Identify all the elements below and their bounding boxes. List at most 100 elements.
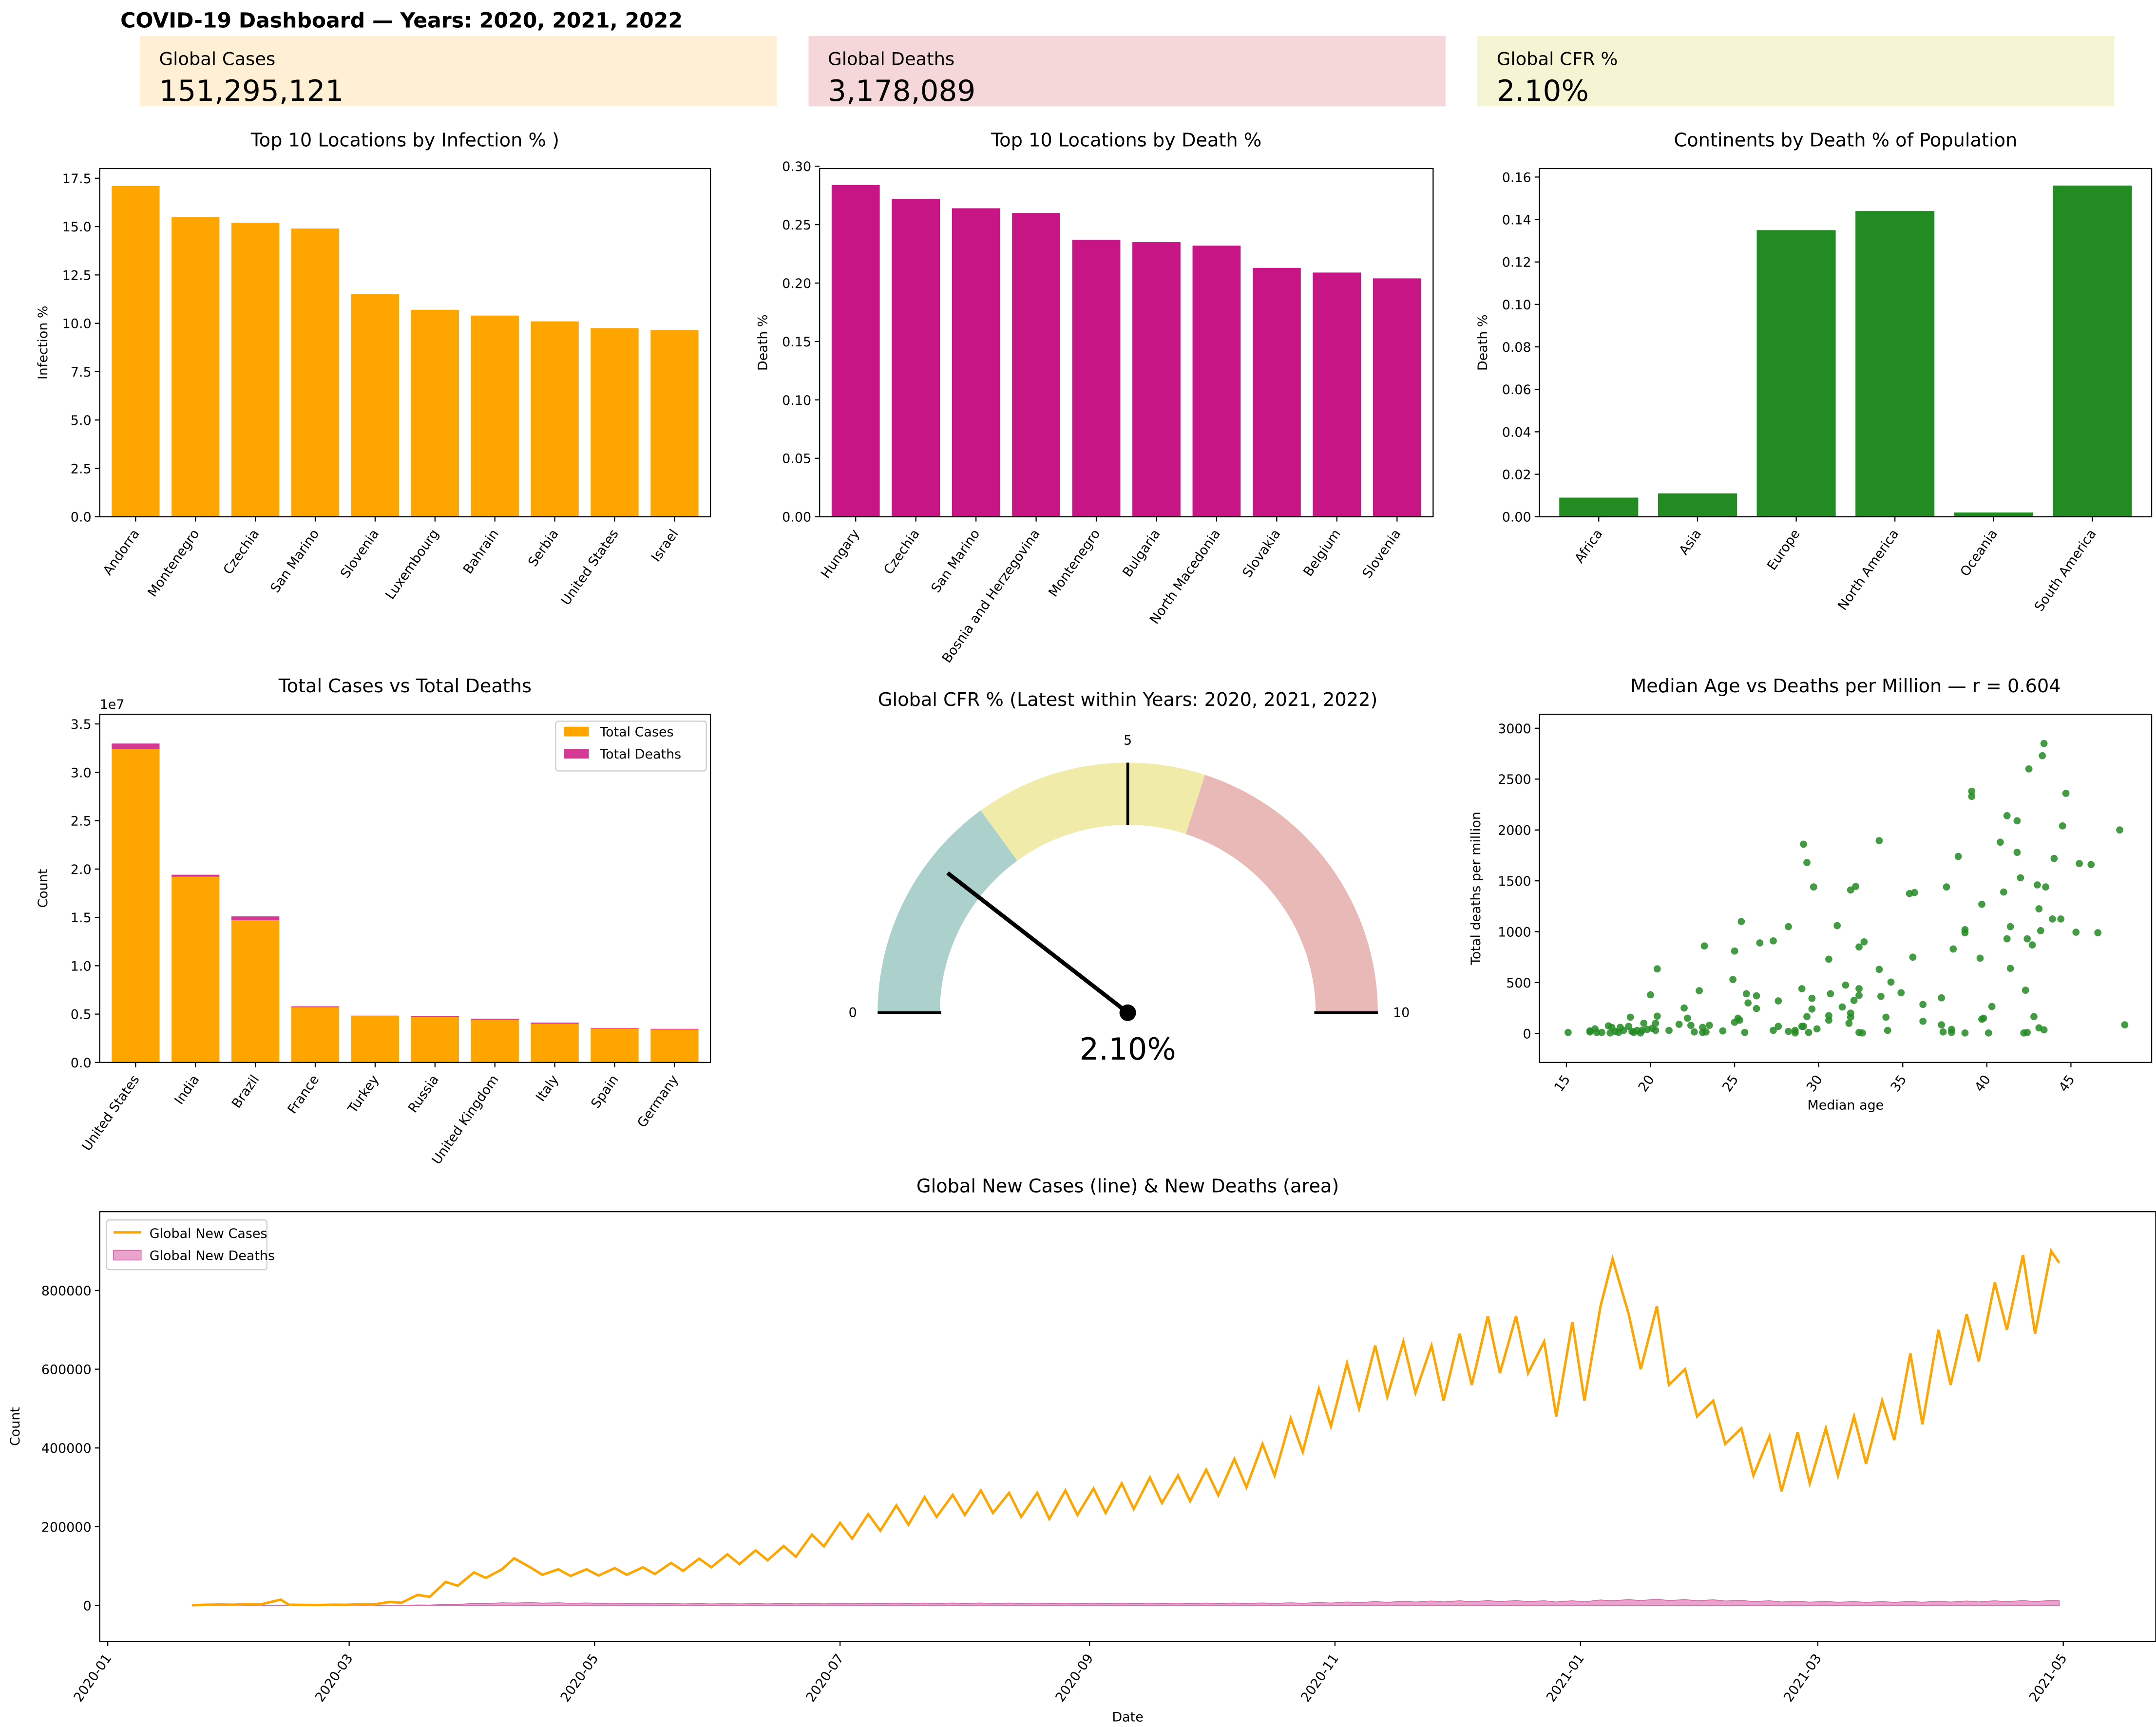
x-tick-label: 25 (1719, 1072, 1741, 1095)
scatter-point (1647, 991, 1654, 999)
y-tick-label: 0 (1523, 1026, 1531, 1042)
bar-cases (231, 920, 280, 1063)
y-tick-label: 0.05 (782, 452, 811, 467)
y-tick-label: 2.5 (71, 814, 92, 829)
y-tick-label: 12.5 (62, 268, 92, 283)
x-axis-label: Date (1112, 1710, 1143, 1725)
bar (1559, 497, 1639, 517)
axes-frame (99, 168, 711, 517)
scatter-point (2006, 923, 2014, 930)
scatter-point (1729, 976, 1737, 984)
y-axis-label: Total deaths per million (1469, 812, 1484, 966)
scatter-point (1705, 1022, 1713, 1029)
y-tick-label: 800000 (41, 1284, 92, 1299)
scatter-point (1961, 929, 1969, 936)
x-tick-label: Oceania (1958, 527, 2001, 579)
scatter-point (2039, 752, 2046, 759)
scatter-point (1954, 853, 1962, 860)
scatter-point (2057, 915, 2065, 923)
scatter-point (1774, 997, 1782, 1005)
scatter-point (2049, 915, 2056, 923)
x-tick-label: Germany (634, 1072, 681, 1130)
scatter-point (1770, 1026, 1777, 1034)
bar-cases (172, 876, 220, 1063)
scatter-point (1702, 1028, 1710, 1036)
x-tick-label: Luxembourg (382, 527, 442, 602)
legend-swatch (564, 749, 589, 759)
scatter-point (2042, 883, 2050, 891)
x-tick-label: Bosnia and Herzegovina (939, 527, 1043, 666)
x-tick-label: 2020-09 (1052, 1651, 1096, 1705)
scatter-point (1808, 1005, 1816, 1013)
scatter-point (2062, 790, 2070, 797)
bar (531, 321, 579, 517)
x-tick-label: Czechia (221, 527, 263, 577)
scatter-point (2013, 817, 2021, 825)
scatter-point (1741, 1028, 1749, 1036)
scatter-point (2030, 1013, 2038, 1021)
legend-label: Total Deaths (599, 747, 681, 762)
scatter-point (1785, 1027, 1792, 1035)
x-tick-label: United States (79, 1072, 143, 1154)
scatter-point (1939, 1028, 1947, 1036)
y-tick-label: 10.0 (62, 317, 92, 332)
scatter-point (1980, 1014, 1987, 1022)
x-tick-label: Czechia (881, 527, 923, 577)
x-tick-label: 2020-03 (312, 1651, 356, 1705)
y-tick-label: 1.5 (71, 911, 92, 926)
scatter-point (1825, 955, 1832, 963)
y-tick-label: 15.0 (62, 220, 92, 235)
y-tick-label: 600000 (41, 1362, 92, 1377)
legend: Global New Cases Global New Deaths (106, 1219, 275, 1271)
kpi-card-background (808, 36, 1446, 107)
scatter-point (1833, 922, 1841, 930)
y-axis-label: Infection % (36, 305, 51, 380)
scatter-point (1700, 942, 1708, 950)
chart-title: Global New Cases (line) & New Deaths (ar… (916, 1175, 1339, 1197)
scatter-point (1838, 1003, 1846, 1011)
x-tick-label: 20 (1636, 1072, 1658, 1095)
chart-scatter: Median Age vs Deaths per Million — r = 0… (1469, 675, 2153, 1113)
scatter-point (1565, 1028, 1572, 1036)
scatter-point (1827, 990, 1834, 998)
y-tick-label: 0.08 (1502, 340, 1531, 355)
scatter-point (1753, 1005, 1760, 1012)
x-tick-label: Andorra (100, 527, 143, 578)
scatter-point (1675, 1021, 1683, 1028)
x-tick-label: Russia (405, 1072, 442, 1116)
scatter-point (2017, 874, 2024, 882)
x-tick-label: 15 (1551, 1072, 1573, 1095)
bar (952, 208, 1000, 517)
y-tick-label: 7.5 (71, 365, 92, 380)
bar-deaths (291, 1006, 340, 1007)
bar (291, 228, 340, 517)
x-tick-label: North America (1835, 527, 1902, 613)
scatter-point (1625, 1023, 1633, 1030)
bar-deaths (531, 1023, 579, 1024)
chart-death: Top 10 Locations by Death % 0.00 0.05 0.10 0… (755, 130, 1434, 666)
scatter-point (1855, 991, 1863, 999)
scatter-point (1978, 900, 1985, 908)
dashboard-title: COVID-19 Dashboard — Years: 2020, 2021, … (120, 9, 683, 33)
scatter-point (1810, 883, 1817, 891)
scatter-point (1665, 1026, 1673, 1034)
scatter-point (1943, 883, 1950, 891)
scatter-point (1968, 793, 1976, 800)
y-tick-label: 3.0 (71, 765, 92, 780)
scatter-point (2072, 929, 2080, 936)
bar (1253, 267, 1301, 517)
y-tick-label: 0.06 (1502, 382, 1531, 398)
gauge-hub (1119, 1004, 1136, 1021)
scatter-point (1847, 886, 1854, 894)
bar-deaths (471, 1019, 519, 1020)
gauge-label-min: 0 (849, 1005, 857, 1020)
scatter-point (1753, 992, 1760, 1000)
y-axis-label: Count (36, 869, 51, 908)
y-axis-label: Death % (755, 315, 770, 371)
chart-infection: Top 10 Locations by Infection % ) 0.0 2.5 5… (36, 130, 711, 608)
gauge-label-max: 10 (1393, 1005, 1410, 1020)
bar (231, 223, 280, 517)
y-tick-label: 0.14 (1502, 213, 1531, 228)
scatter-point (1961, 1029, 1969, 1037)
kpi-label: Global Cases (159, 48, 276, 69)
